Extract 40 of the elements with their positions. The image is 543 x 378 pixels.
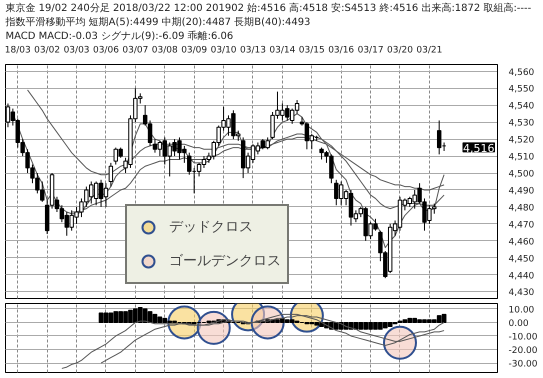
x-tick-label: 03/20 [387,46,414,56]
x-tick-label: 03/02 [34,46,60,56]
chart-subtitle: 指数平滑移動平均 短期A(5):4499 中期(20):4487 長期B(40):4493 [4,16,310,28]
y-tick-label: 4,560 [508,68,535,78]
y-tick-label: 4,510 [508,152,535,163]
y-tick-label: 4,480 [508,203,535,214]
x-tick-label: 18/03 [4,46,31,56]
x-tick-label: 03/09 [181,46,208,56]
y-tick-label: 10.00 [508,305,535,316]
x-tick-label: 03/14 [269,46,296,56]
x-tick-label: 03/06 [92,46,120,56]
x-tick-label: 03/17 [358,46,384,56]
y-tick-label: -30.00 [508,360,538,370]
y-tick-label: 4,550 [508,84,535,95]
y-tick-label: 4,500 [508,170,535,180]
x-tick-label: 03/07 [122,46,148,56]
legend-label: ゴールデンクロス [169,252,281,271]
y-tick-label: 4,440 [508,271,535,282]
y-tick-label: 4,470 [508,220,535,230]
y-tick-label: 4,530 [508,118,535,129]
y-tick-label: 4,520 [508,136,535,146]
x-tick-label: 03/03 [64,46,90,56]
text: MACD MACD:-0.03 シグナル(9):-6.09 乖離:6.06 [6,30,234,42]
x-tick-label: 03/16 [328,46,354,56]
x-tick-label: 03/21 [416,46,442,56]
y-tick-label: -20.00 [508,346,538,356]
text: 4,516 [463,142,495,155]
x-tick-label: 03/15 [298,46,325,56]
y-tick-label: 4,430 [508,288,535,298]
x-tick-label: 03/08 [152,46,178,56]
y-tick-label: 4,490 [508,186,535,196]
y-tick-label: -10.00 [508,332,538,342]
y-tick-label: 4,460 [508,237,535,248]
x-tick-label: 03/10 [210,46,237,56]
legend-label: デッドクロス [169,218,253,237]
y-tick-label: 4,540 [508,102,535,112]
y-tick-label: 4,450 [508,254,535,264]
chart-title: 東京金 19/02 240分足 2018/03/22 12:00 201902 始:4516 高:4518 安:S4513 終:4516 出来高:1872 取組高:---- [6,2,532,14]
x-tick-label: 03/13 [240,46,266,56]
y-tick-label: 0.00 [508,318,529,329]
